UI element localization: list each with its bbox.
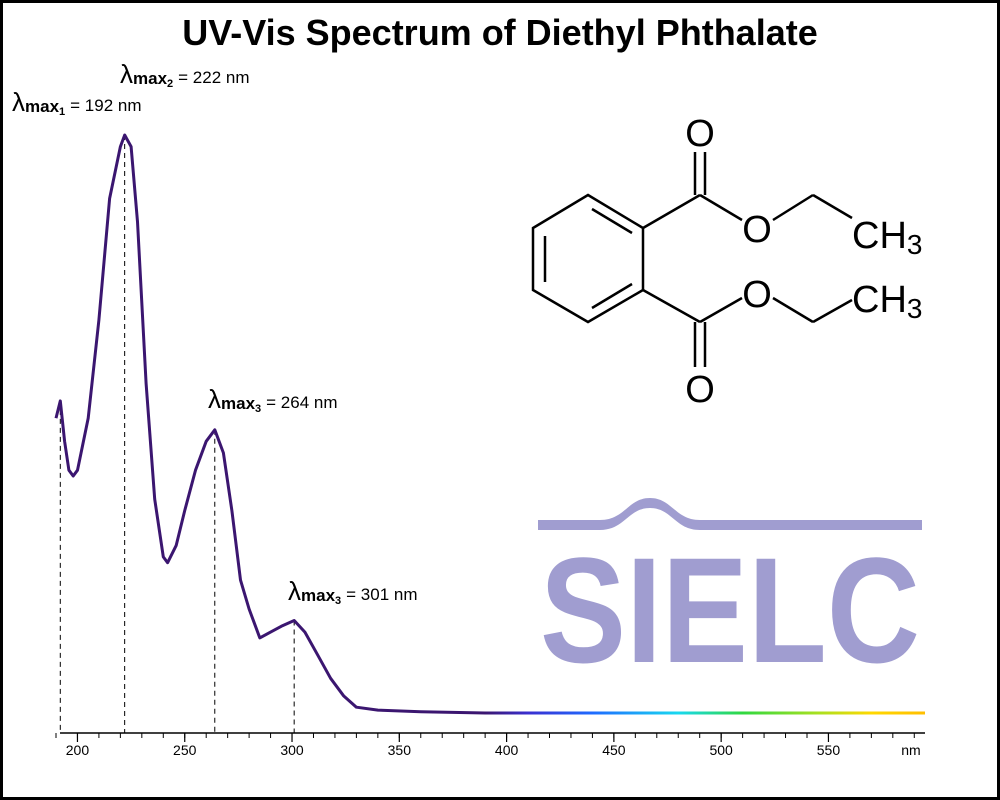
group-label: CH3 (852, 215, 922, 260)
peak-label: λmax1 = 192 nm (12, 87, 142, 118)
x-tick-label: 350 (388, 742, 412, 758)
peak-label: λmax3 = 301 nm (288, 576, 418, 607)
index: 2 (167, 78, 173, 90)
max: max (221, 394, 256, 413)
atom-label: O (685, 113, 715, 155)
molecule-labels: O O O O CH3 CH3 (685, 113, 922, 411)
atom-label: O (685, 369, 715, 411)
peak-label: λmax2 = 222 nm (120, 59, 250, 90)
logo-text: SIELC (540, 526, 920, 694)
x-unit-label: nm (901, 742, 920, 758)
molecule (531, 152, 853, 367)
index: 3 (335, 595, 341, 607)
x-tick-label: 300 (280, 742, 304, 758)
lambda: λ (120, 59, 133, 89)
logo: SIELC (538, 498, 922, 694)
value-text: = 192 nm (70, 96, 141, 115)
max: max (133, 69, 168, 88)
peak-label: λmax3 = 264 nm (208, 384, 338, 415)
chart-title: UV-Vis Spectrum of Diethyl Phthalate (182, 12, 817, 53)
lambda: λ (12, 87, 25, 117)
max: max (301, 586, 336, 605)
x-tick-label: 450 (602, 742, 626, 758)
group-label: CH3 (852, 279, 922, 324)
x-tick-label: 500 (709, 742, 733, 758)
value-text: = 301 nm (346, 585, 417, 604)
atom-label: O (742, 274, 772, 316)
lambda: λ (208, 384, 221, 414)
value-text: = 264 nm (266, 393, 337, 412)
atom-label: O (742, 209, 772, 251)
index: 1 (59, 106, 65, 118)
x-tick-label: 250 (173, 742, 197, 758)
x-tick-label: 550 (817, 742, 841, 758)
lambda: λ (288, 576, 301, 606)
spectrum-line (54, 133, 925, 715)
index: 3 (255, 403, 261, 415)
max: max (25, 97, 60, 116)
x-tick-label: 400 (495, 742, 519, 758)
value-text: = 222 nm (178, 68, 249, 87)
x-tick-label: 200 (66, 742, 90, 758)
